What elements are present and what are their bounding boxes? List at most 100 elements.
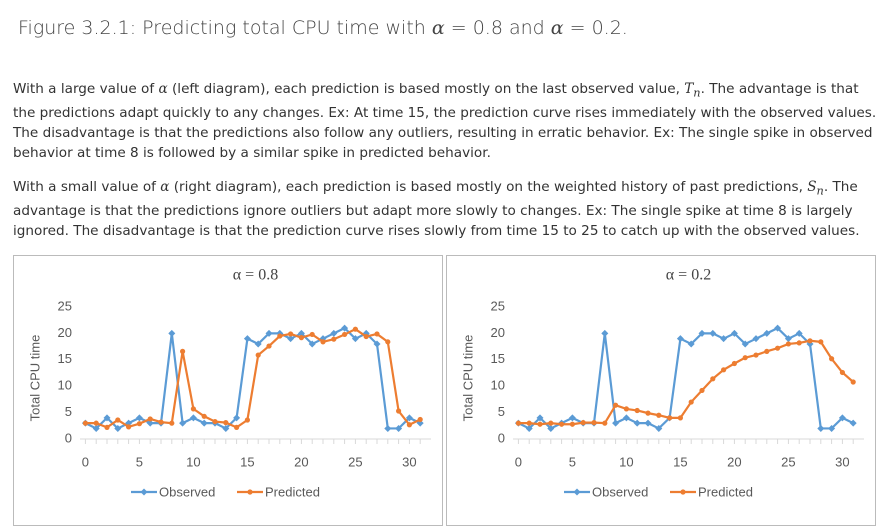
legend-label: Predicted: [698, 484, 753, 499]
data-point: [115, 417, 121, 423]
x-tick-label: 20: [727, 454, 741, 469]
legend-marker: [573, 488, 581, 496]
series-line: [85, 327, 421, 429]
data-point: [785, 341, 791, 347]
data-point: [709, 329, 717, 337]
data-point: [537, 421, 543, 427]
data-point: [342, 331, 348, 338]
data-point: [352, 326, 358, 332]
x-tick-label: 30: [835, 454, 849, 469]
text: . The advantage is that the predictions …: [13, 81, 877, 161]
data-point: [784, 335, 792, 343]
data-point: [222, 424, 230, 432]
data-point: [200, 419, 208, 427]
data-point: [774, 324, 782, 332]
text: With a large value of: [13, 81, 159, 97]
y-tick-label: 5: [65, 404, 72, 419]
data-point: [838, 414, 846, 422]
data-point: [189, 414, 197, 422]
math: S: [807, 179, 817, 195]
data-point: [742, 355, 748, 361]
text: With a small value of: [13, 179, 161, 195]
data-point: [741, 340, 749, 348]
data-point: [126, 424, 132, 430]
data-point: [147, 416, 153, 422]
data-point: [644, 419, 652, 427]
data-point: [395, 424, 403, 432]
chart-frame: α = 0.2 Total CPU time 0 5 10 15 20 25 0 5 10 15 20 2…: [446, 255, 876, 526]
chart: α = 0.2 Total CPU time 0 5 10 15 20 25 0 5 10 15 20 2…: [460, 267, 864, 499]
data-point: [158, 419, 164, 425]
legend-marker: [140, 488, 148, 496]
y-tick-label: 15: [58, 351, 72, 366]
legend-marker: [247, 489, 253, 495]
legend-label: Observed: [159, 484, 215, 499]
data-point: [374, 331, 380, 337]
x-tick-label: 30: [402, 454, 416, 469]
data-point: [667, 415, 673, 421]
data-point: [687, 340, 695, 348]
data-point: [331, 336, 337, 342]
math: α: [431, 17, 445, 39]
text: (left diagram), each prediction is based…: [167, 81, 685, 97]
data-point: [93, 420, 99, 426]
data-point: [104, 424, 110, 430]
text: (right diagram), each prediction is base…: [169, 179, 808, 195]
data-point: [277, 333, 283, 339]
data-point: [288, 331, 294, 337]
legend-label: Predicted: [265, 484, 320, 499]
y-tick-label: 20: [58, 325, 72, 340]
data-point: [548, 420, 554, 426]
data-point: [179, 419, 187, 427]
data-point: [699, 387, 705, 394]
data-point: [234, 424, 240, 430]
y-tick-label: 25: [491, 298, 505, 313]
x-tick-label: 0: [82, 454, 89, 469]
chart: α = 0.8 Total CPU time 0 5 10 15 20 25 0 5 10 15 20 2…: [27, 267, 431, 499]
data-point: [764, 348, 770, 354]
data-point: [406, 422, 412, 428]
title-text: = 0.2.: [563, 17, 628, 39]
data-point: [92, 424, 100, 432]
data-point: [405, 414, 413, 422]
data-point: [676, 335, 684, 343]
data-point: [623, 406, 629, 412]
data-point: [547, 424, 555, 432]
chart-title: α = 0.2: [666, 267, 711, 284]
math-sub: n: [693, 85, 701, 100]
data-point: [645, 410, 651, 416]
data-point: [180, 348, 186, 354]
data-point: [190, 406, 196, 412]
y-tick-label: 10: [58, 378, 72, 393]
data-point: [763, 329, 771, 337]
data-point: [850, 379, 856, 385]
data-point: [602, 420, 608, 426]
y-tick-label: 15: [491, 351, 505, 366]
data-point: [255, 352, 261, 358]
data-point: [297, 329, 305, 337]
x-tick-label: 20: [294, 454, 308, 469]
x-tick-label: 0: [515, 454, 522, 469]
data-point: [103, 414, 111, 422]
data-point: [829, 356, 835, 362]
data-point: [633, 419, 641, 427]
data-point: [601, 329, 609, 337]
legend-label: Observed: [592, 484, 648, 499]
data-point: [795, 329, 803, 337]
data-point: [721, 367, 727, 373]
title-text: = 0.8 and: [444, 17, 551, 39]
data-point: [720, 335, 728, 343]
data-point: [730, 329, 738, 337]
figure-title: Figure 3.2.1: Predicting total CPU time …: [18, 17, 628, 39]
data-point: [536, 414, 544, 422]
data-point: [298, 335, 304, 341]
data-point: [82, 420, 88, 426]
y-tick-label: 20: [491, 325, 505, 340]
data-point: [146, 419, 154, 427]
paragraph: With a large value of α (left diagram), …: [13, 79, 879, 163]
data-point: [233, 414, 241, 422]
x-tick-label: 15: [240, 454, 254, 469]
data-point: [330, 329, 338, 337]
math-sub: n: [816, 183, 824, 198]
